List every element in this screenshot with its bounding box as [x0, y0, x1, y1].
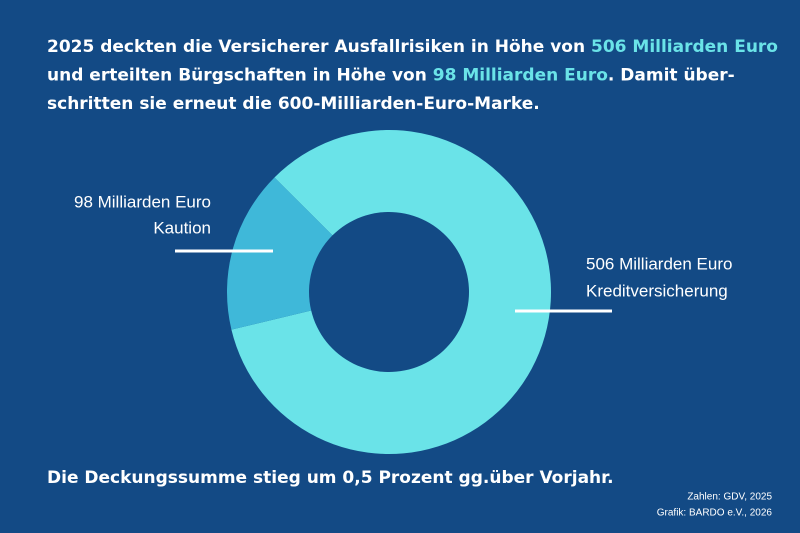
title-segment: 506 Milliarden Euro [591, 37, 778, 57]
title-segment: und erteilten Bürgschaften in Höhe von [47, 66, 433, 86]
title-segment: 2025 deckten die Versicherer Ausfallrisi… [47, 37, 591, 57]
source: Zahlen: GDV, 2025 [687, 492, 772, 503]
category-label: Kaution [153, 218, 211, 237]
source: Grafik: BARDO e.V., 2026 [657, 508, 773, 519]
title-line: und erteilten Bürgschaften in Höhe von 9… [47, 66, 735, 86]
value-label: 98 Milliarden Euro [74, 192, 211, 211]
title-line: schritten sie erneut die 600-Milliarden-… [47, 94, 540, 114]
title-line: 2025 deckten die Versicherer Ausfallrisi… [47, 37, 778, 57]
title-segment: schritten sie erneut die 600-Milliarden-… [47, 94, 540, 114]
donut-segment [231, 130, 552, 454]
value-label: 506 Milliarden Euro [586, 254, 732, 273]
footnote: Die Deckungssumme stieg um 0,5 Prozent g… [47, 468, 614, 488]
category-label: Kreditversicherung [586, 281, 728, 300]
title-segment: . Damit über- [608, 66, 735, 86]
title-segment: 98 Milliarden Euro [433, 66, 608, 86]
donut-segment [227, 177, 333, 330]
